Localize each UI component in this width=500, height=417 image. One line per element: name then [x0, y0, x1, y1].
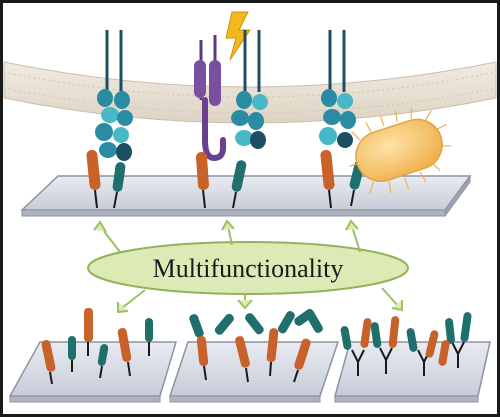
receptor-complex-2	[194, 30, 268, 209]
cell-membrane	[3, 61, 497, 124]
lightning-bolt-icon	[225, 11, 251, 61]
bacterium-icon	[349, 108, 452, 194]
function-arrows	[93, 219, 403, 314]
top-surface-plate	[20, 174, 472, 218]
center-label: Multifunctionality	[153, 254, 344, 283]
bottom-plate-2	[168, 308, 340, 403]
receptor-complex-1	[86, 30, 133, 209]
bottom-plate-1	[8, 308, 178, 403]
bottom-plate-3	[334, 312, 491, 403]
ligand-array-random	[41, 308, 153, 385]
multifunctionality-ellipse: Multifunctionality	[87, 241, 409, 295]
ligand-array-branched	[340, 312, 472, 376]
ligand-array-oriented	[189, 308, 323, 383]
receptor-complex-3	[319, 30, 365, 209]
